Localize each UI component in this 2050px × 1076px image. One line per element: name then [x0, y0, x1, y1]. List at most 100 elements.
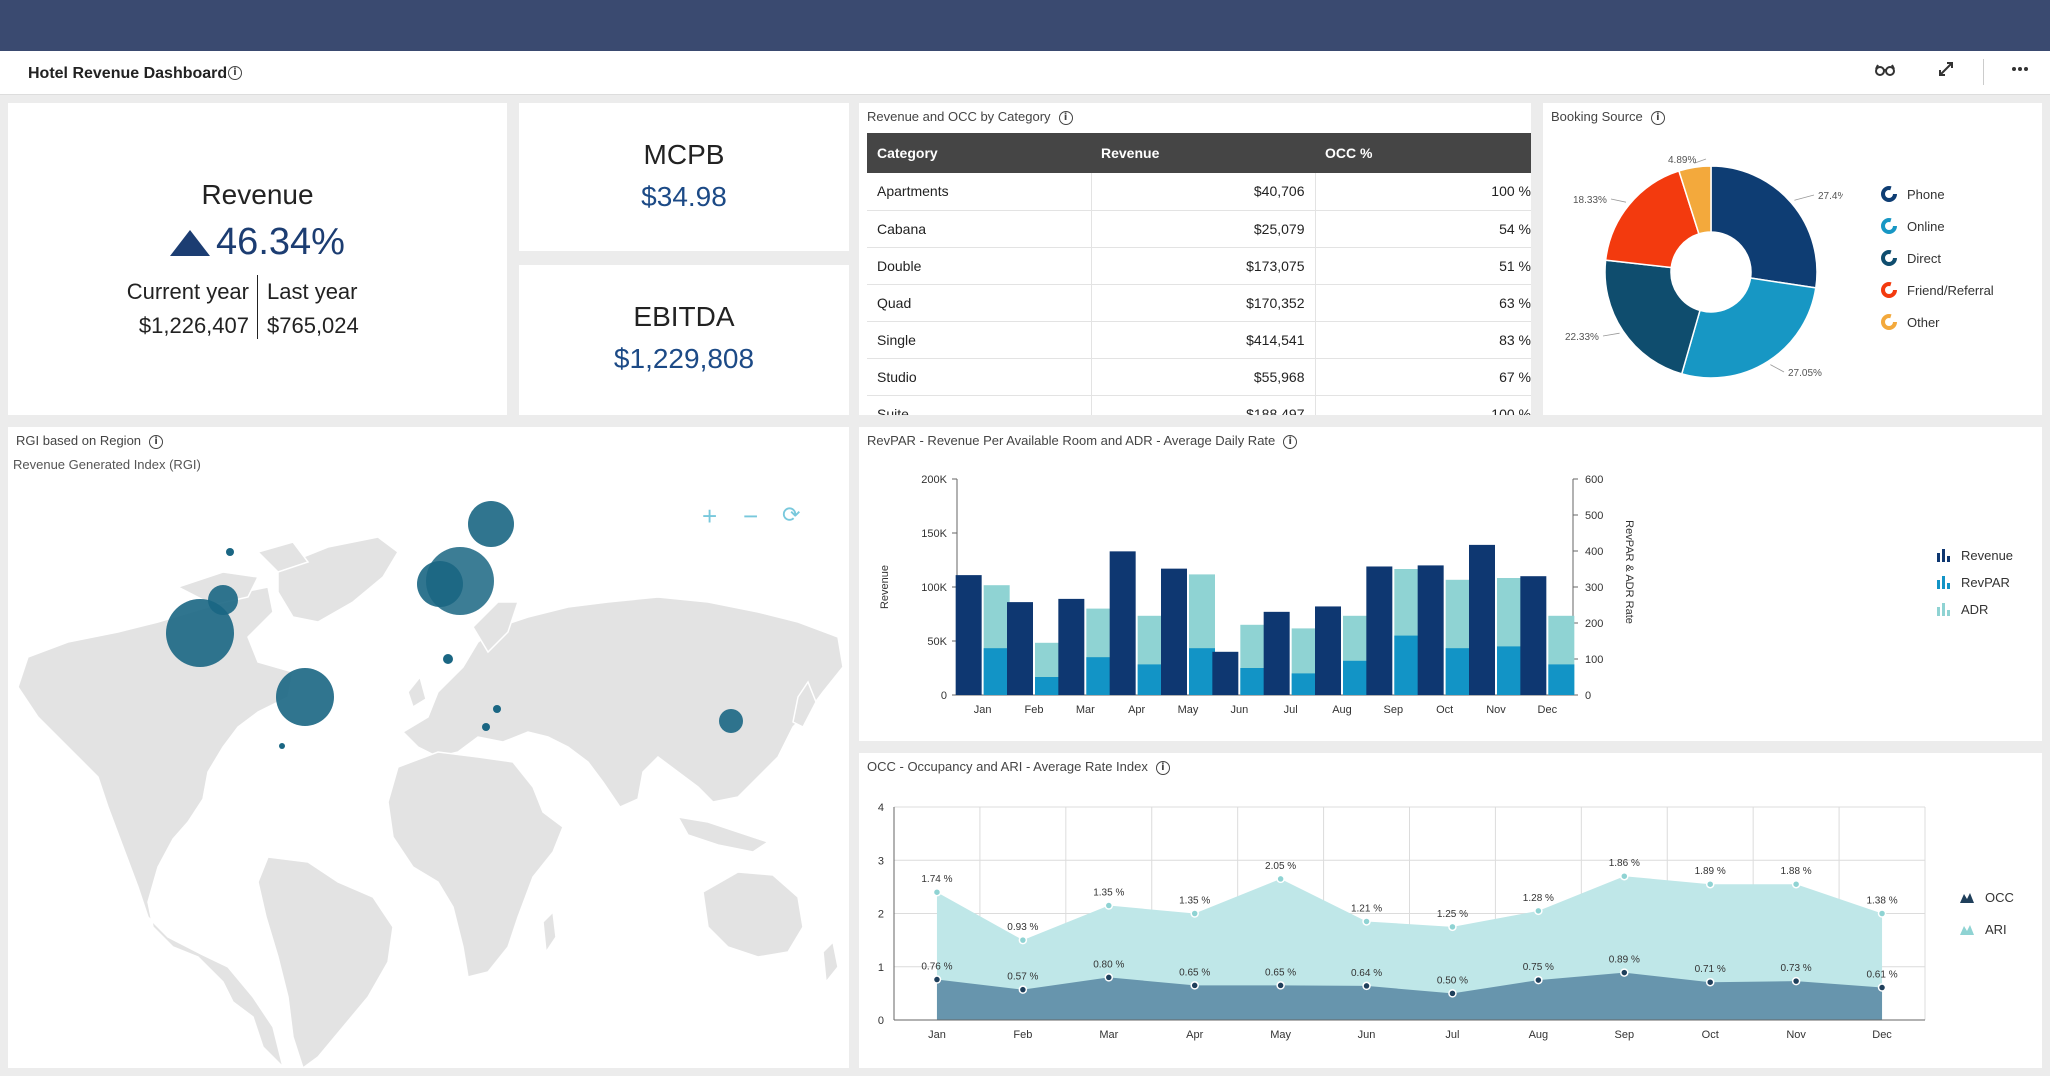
ari-point[interactable]: [1104, 901, 1114, 910]
pie-slice[interactable]: [1604, 259, 1701, 375]
revpar-chart[interactable]: 0 50K 100K 150K 200K 0 100 200 300 400 500 600 Reven…: [859, 427, 2042, 741]
revenue-bar[interactable]: [955, 575, 982, 695]
occ-point[interactable]: [1362, 981, 1371, 991]
info-icon[interactable]: i: [1058, 110, 1073, 125]
ari-point[interactable]: [1362, 917, 1371, 926]
ari-point[interactable]: [1620, 871, 1629, 881]
mcpb-kpi-panel[interactable]: MCPB $34.98: [519, 103, 849, 251]
info-icon[interactable]: i: [1283, 434, 1298, 449]
occ-point[interactable]: [1534, 975, 1543, 985]
legend-item[interactable]: ADR: [1935, 601, 1988, 617]
ari-point[interactable]: [932, 887, 942, 897]
occ-point[interactable]: [1104, 973, 1114, 982]
info-icon[interactable]: i: [1650, 110, 1665, 125]
rgi-bubble[interactable]: [226, 548, 234, 556]
ari-point[interactable]: [1791, 879, 1801, 889]
revpar-bar[interactable]: [1548, 664, 1575, 695]
table-row[interactable]: Cabana $25,079 54 %: [867, 210, 1531, 248]
glasses-icon[interactable]: [1871, 59, 1899, 87]
ebitda-kpi-panel[interactable]: EBITDA $1,229,808: [519, 265, 849, 415]
revenue-bar[interactable]: [1366, 566, 1393, 695]
zoom-out-button[interactable]: −: [743, 501, 759, 531]
revenue-bar[interactable]: [1058, 598, 1085, 695]
booking-pie-chart[interactable]: 27.4% 27.05% 22.33% 18.33% 4.89%: [1543, 103, 1843, 415]
revpar-bar[interactable]: [1086, 657, 1113, 695]
revpar-bar[interactable]: [1240, 668, 1267, 695]
occ-chart[interactable]: 0 1 2 3 4 1.74 % 0.93 % 1.35 % 1.35 % 2.05 % 1.21 …: [859, 753, 2042, 1068]
rgi-bubble[interactable]: [482, 723, 490, 731]
legend-item[interactable]: Other: [1881, 314, 1940, 330]
table-row[interactable]: Suite $188,497 100 %: [867, 395, 1531, 415]
occ-point[interactable]: [1276, 981, 1285, 990]
column-header[interactable]: Revenue: [1091, 133, 1315, 173]
rgi-bubble[interactable]: [468, 501, 514, 547]
legend-item[interactable]: ARI: [1959, 921, 2007, 937]
world-map[interactable]: [8, 427, 849, 1068]
ari-point[interactable]: [1705, 879, 1715, 889]
revpar-bar[interactable]: [983, 648, 1010, 695]
revpar-bar[interactable]: [1035, 677, 1061, 695]
revpar-bar[interactable]: [1343, 660, 1369, 695]
rgi-bubble[interactable]: [166, 599, 234, 667]
table-row[interactable]: Quad $170,352 63 %: [867, 284, 1531, 322]
revpar-bar[interactable]: [1445, 648, 1472, 695]
zoom-in-button[interactable]: +: [702, 501, 718, 531]
occ-point[interactable]: [1018, 985, 1028, 994]
legend-item[interactable]: Phone: [1881, 186, 1945, 202]
pie-slice[interactable]: [1678, 165, 1712, 235]
legend-item[interactable]: OCC: [1959, 889, 2014, 905]
revpar-bar[interactable]: [1137, 664, 1164, 695]
table-row[interactable]: Double $173,075 51 %: [867, 247, 1531, 285]
pie-slice[interactable]: [1680, 277, 1817, 379]
revenue-bar[interactable]: [1417, 565, 1444, 695]
info-icon[interactable]: i: [1155, 760, 1170, 775]
ari-point[interactable]: [1018, 935, 1028, 945]
revpar-bar[interactable]: [1497, 646, 1523, 695]
table-row[interactable]: Studio $55,968 67 %: [867, 358, 1531, 396]
occ-point[interactable]: [1620, 968, 1629, 977]
table-row[interactable]: Single $414,541 83 %: [867, 321, 1531, 359]
legend-item[interactable]: Revenue: [1935, 547, 2013, 563]
rgi-bubble[interactable]: [443, 654, 453, 664]
legend-item[interactable]: RevPAR: [1935, 574, 2010, 590]
revenue-bar[interactable]: [1469, 544, 1495, 695]
rgi-bubble[interactable]: [426, 547, 494, 615]
occ-point[interactable]: [1705, 977, 1715, 987]
revenue-bar[interactable]: [1315, 606, 1341, 695]
more-options-icon[interactable]: [2006, 59, 2034, 87]
ari-point[interactable]: [1190, 909, 1199, 918]
ari-point[interactable]: [1877, 909, 1887, 918]
map-reset-button[interactable]: ⟳: [782, 503, 801, 528]
revenue-bar[interactable]: [1212, 651, 1239, 695]
rgi-bubble[interactable]: [493, 705, 501, 713]
occ-point[interactable]: [932, 975, 942, 984]
legend-item[interactable]: Online: [1881, 218, 1945, 234]
rgi-bubble[interactable]: [279, 743, 285, 749]
rgi-bubble[interactable]: [719, 709, 743, 733]
occ-point[interactable]: [1877, 983, 1887, 992]
pie-slice[interactable]: [1710, 165, 1818, 289]
rgi-bubble[interactable]: [208, 585, 238, 615]
ari-point[interactable]: [1276, 874, 1285, 884]
revenue-bar[interactable]: [1161, 568, 1187, 695]
ari-point[interactable]: [1448, 922, 1457, 932]
expand-icon[interactable]: [1932, 59, 1960, 87]
rgi-bubble[interactable]: [276, 668, 334, 726]
revpar-bar[interactable]: [1291, 673, 1318, 695]
revpar-bar[interactable]: [1394, 635, 1421, 695]
occ-point[interactable]: [1190, 981, 1199, 990]
info-icon[interactable]: i: [228, 66, 242, 80]
column-header[interactable]: Category: [867, 133, 1091, 173]
revpar-bar[interactable]: [1189, 648, 1215, 695]
occ-area[interactable]: [936, 972, 1883, 1020]
legend-item[interactable]: Friend/Referral: [1881, 282, 1994, 298]
revenue-bar[interactable]: [1007, 602, 1033, 695]
revenue-bar[interactable]: [1520, 576, 1547, 695]
occ-point[interactable]: [1448, 989, 1457, 998]
revenue-kpi-panel[interactable]: Revenue 46.34% Current year $1,226,407 L…: [8, 103, 507, 415]
table-row[interactable]: Apartments $40,706 100 %: [867, 173, 1531, 211]
column-header[interactable]: OCC %: [1315, 133, 1531, 173]
occ-point[interactable]: [1791, 976, 1801, 986]
revenue-bar[interactable]: [1263, 611, 1290, 695]
pie-slice[interactable]: [1604, 170, 1700, 269]
